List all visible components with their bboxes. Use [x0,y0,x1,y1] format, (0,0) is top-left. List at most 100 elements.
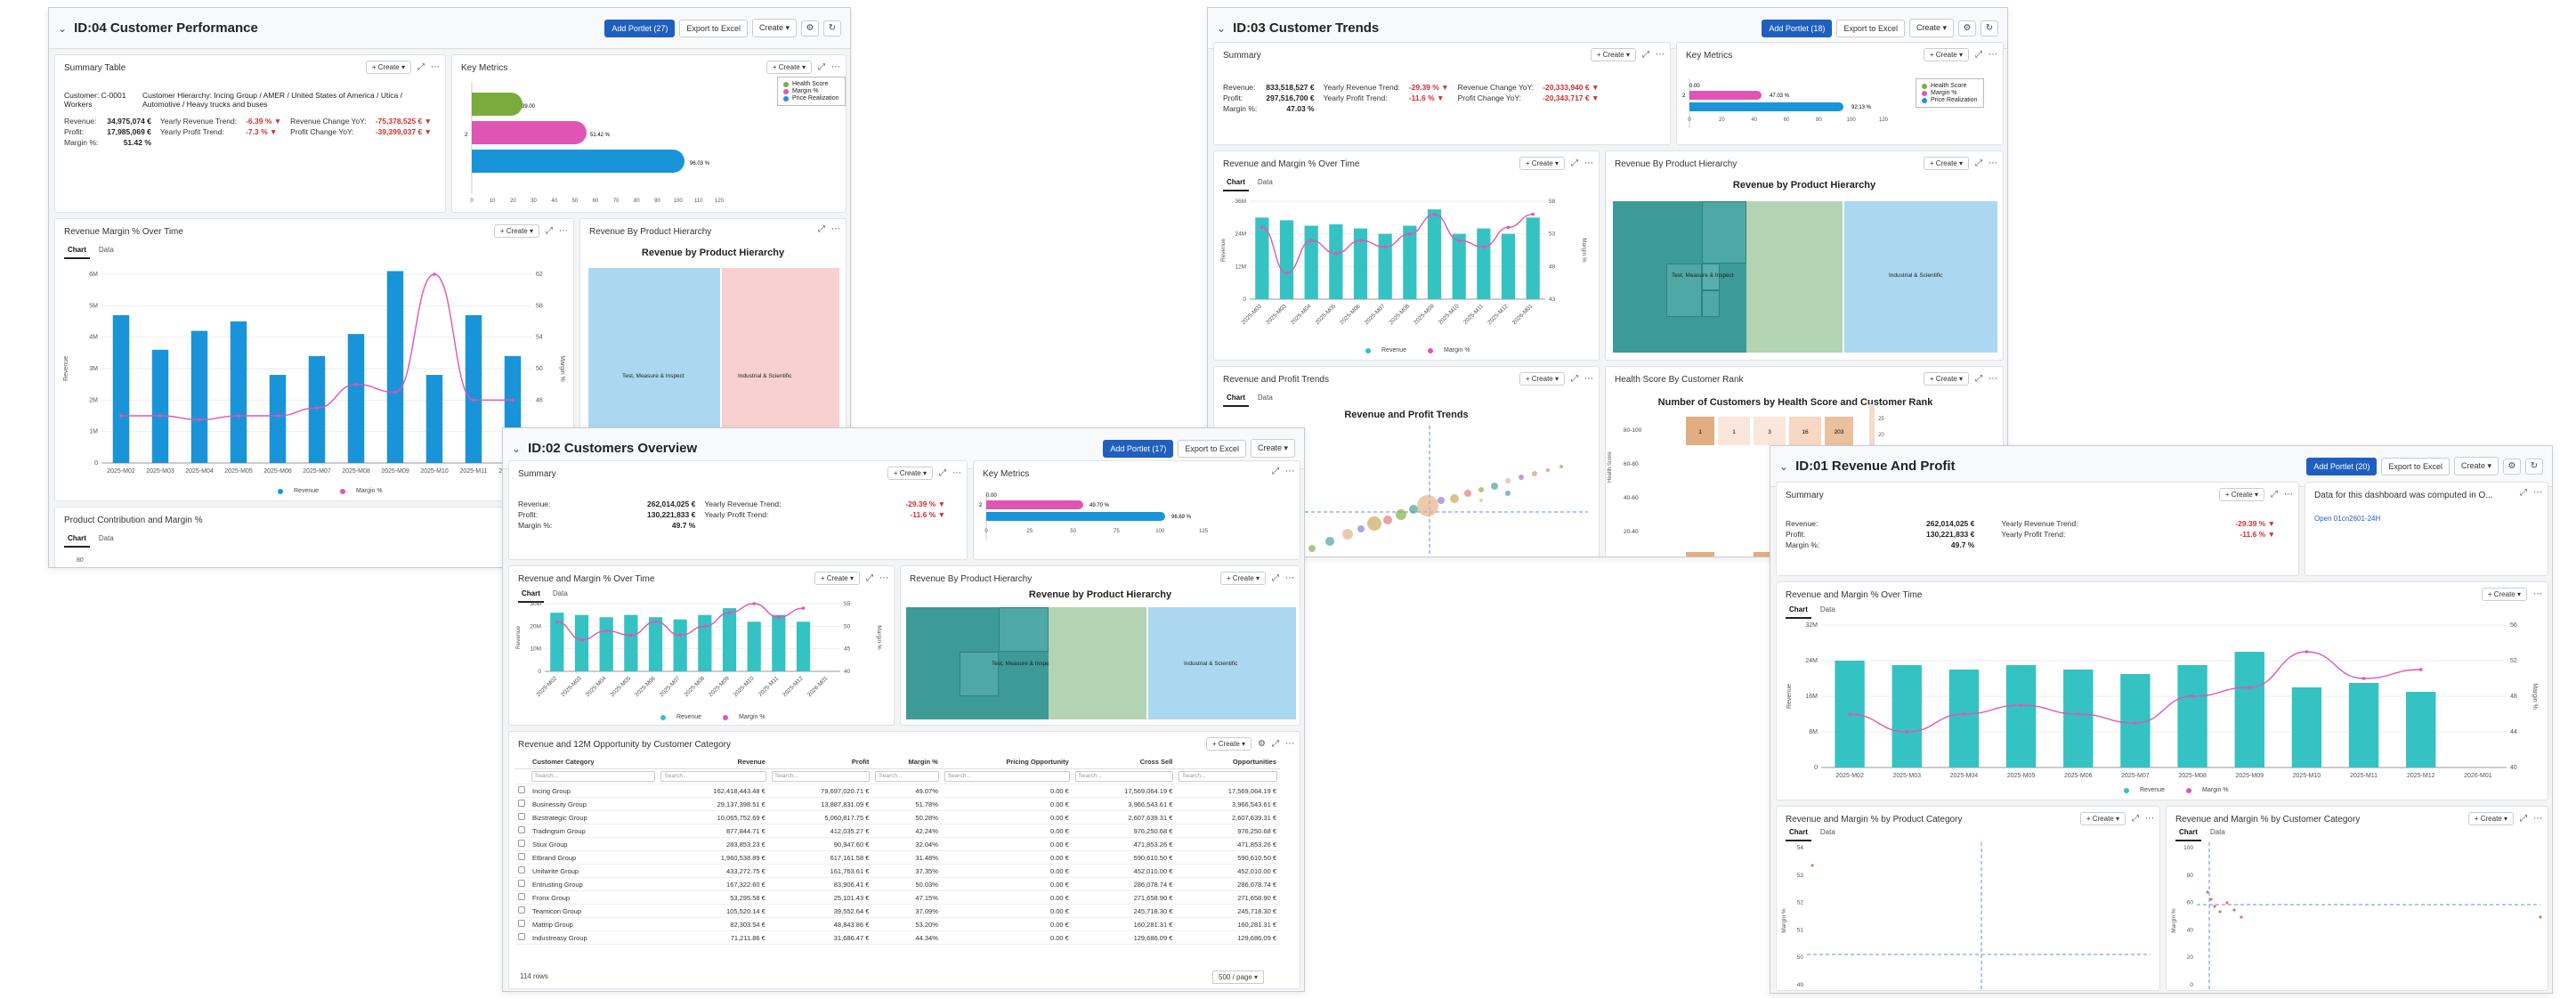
refresh-icon[interactable]: ↻ [1981,20,1998,37]
search-input[interactable]: Search... [1074,771,1174,782]
table-row[interactable]: Fronx Group 53,295.58 €25,101.43 €47.15% 0… [514,890,1280,905]
treemap-block[interactable]: Industrial & Scientific [1844,201,1997,353]
create-dropdown[interactable]: + Create ▾ [814,572,860,585]
more-icon[interactable]: ⋯ [431,62,440,72]
tab-chart[interactable]: Chart [64,532,90,548]
more-icon[interactable]: ⋯ [1656,50,1665,60]
collapse-icon[interactable]: ⌄ [1217,21,1227,35]
create-dropdown[interactable]: + Create ▾ [1923,48,1969,61]
table-row[interactable]: Stiux Group 283,853.23 €90,947.60 €32.04%… [514,837,1280,851]
refresh-icon[interactable]: ↻ [823,20,841,37]
row-checkbox[interactable] [518,813,525,820]
table-row[interactable]: Unitwrite Group 433,272.75 €161,763.61 €3… [514,864,1280,878]
row-checkbox[interactable] [518,853,525,860]
refresh-icon[interactable]: ↻ [2525,458,2543,475]
column-header[interactable]: Profit [768,755,873,769]
export-excel-button[interactable]: Export to Excel [1178,439,1246,458]
expand-icon[interactable]: ⤢ [2132,814,2139,824]
table-row[interactable]: Tradingsim Group 877,844.71 €412,035.27 €… [514,824,1280,838]
expand-icon[interactable]: ⤢ [1975,50,1982,60]
more-icon[interactable]: ⋯ [1989,158,1997,168]
table-row[interactable]: Etbrand Group 1,960,538.89 €617,161.58 €3… [514,850,1280,865]
more-icon[interactable]: ⋯ [1584,158,1593,168]
treemap-block[interactable]: Test, Measure & Inspect [906,607,1054,719]
tab-chart[interactable]: Chart [518,588,544,603]
expand-icon[interactable]: ⤢ [1642,50,1649,60]
create-dropdown[interactable]: + Create ▾ [1205,737,1252,751]
search-input[interactable]: Search... [875,771,939,782]
tab-data[interactable]: Data [2209,828,2225,836]
tab-data[interactable]: Data [98,534,114,542]
column-header[interactable]: Margin % [872,755,942,769]
more-icon[interactable]: ⋯ [831,62,840,72]
treemap-block[interactable]: Test, Measure & Inspect [1613,201,1746,353]
tab-chart[interactable]: Chart [64,244,90,259]
table-row[interactable]: Businessity Group 29,137,398.51 €13,887,8… [514,797,1280,811]
table-row[interactable]: Entrusting Group 167,322.60 €83,906.41 €5… [514,877,1280,891]
expand-icon[interactable]: ⤢ [1571,158,1578,168]
more-icon[interactable]: ⋯ [2533,814,2542,824]
tab-data[interactable]: Data [1257,178,1273,186]
create-dropdown[interactable]: + Create ▾ [887,467,933,480]
expand-icon[interactable]: ⤢ [1975,374,1982,384]
row-checkbox[interactable] [518,880,525,887]
expand-icon[interactable]: ⤢ [1272,573,1279,583]
more-icon[interactable]: ⋯ [1584,374,1593,384]
tab-chart[interactable]: Chart [1223,176,1249,191]
create-dropdown[interactable]: + Create ▾ [1590,48,1636,61]
treemap-block[interactable] [1746,201,1843,353]
export-excel-button[interactable]: Export to Excel [1836,19,1905,37]
expand-icon[interactable]: ⤢ [818,62,825,72]
collapse-icon[interactable]: ⌄ [1779,459,1789,473]
create-button[interactable]: Create ▾ [1908,19,1954,37]
create-dropdown[interactable]: + Create ▾ [493,224,539,238]
create-dropdown[interactable]: + Create ▾ [2467,812,2514,825]
add-portlet-button[interactable]: Add Portlet (20) [2306,457,2378,475]
more-icon[interactable]: ⋯ [1285,467,1294,476]
tab-data[interactable]: Data [1819,605,1835,613]
expand-icon[interactable]: ⤢ [1571,374,1578,384]
create-button[interactable]: Create ▾ [2453,457,2499,475]
tab-chart[interactable]: Chart [1786,826,1811,841]
treemap-block[interactable] [1049,607,1146,719]
more-icon[interactable]: ⋯ [952,468,961,478]
tab-chart[interactable]: Chart [2175,826,2201,841]
collapse-icon[interactable]: ⌄ [512,442,522,455]
more-icon[interactable]: ⋯ [1285,573,1294,583]
settings-icon[interactable]: ⚙ [2503,458,2521,475]
create-dropdown[interactable]: + Create ▾ [1923,372,1969,386]
create-dropdown[interactable]: + Create ▾ [2218,488,2264,501]
create-dropdown[interactable]: + Create ▾ [766,61,812,74]
table-row[interactable]: Incing Group 162,418,443.48 €79,697,020.7… [514,784,1280,798]
more-icon[interactable]: ⋯ [559,226,568,236]
row-checkbox[interactable] [518,893,525,900]
column-header[interactable]: Pricing Opportunity [941,755,1073,769]
add-portlet-button[interactable]: Add Portlet (17) [1103,439,1174,458]
create-dropdown[interactable]: + Create ▾ [1219,572,1266,585]
more-icon[interactable]: ⋯ [2533,488,2542,498]
tab-chart[interactable]: Chart [1223,392,1249,407]
row-checkbox[interactable] [518,866,525,873]
table-row[interactable]: Industreasy Group 71,211.86 €31,686.47 €4… [514,930,1280,945]
row-checkbox[interactable] [518,906,525,914]
create-dropdown[interactable]: + Create ▾ [2079,812,2126,825]
more-icon[interactable]: ⋯ [831,224,840,234]
column-header[interactable]: Customer Category [529,755,659,769]
row-checkbox[interactable] [518,920,525,927]
tab-chart[interactable]: Chart [1786,604,1811,619]
column-header[interactable]: Revenue [658,755,769,769]
tab-data[interactable]: Data [552,589,568,597]
search-input[interactable]: Search... [660,771,766,782]
search-input[interactable]: Search... [944,771,1070,782]
more-icon[interactable]: ⋯ [879,573,888,583]
row-checkbox[interactable] [518,933,525,940]
more-icon[interactable]: ⋯ [2533,589,2542,599]
row-checkbox[interactable] [518,800,525,807]
expand-icon[interactable]: ⤢ [417,62,425,72]
expand-icon[interactable]: ⤢ [1975,158,1982,168]
settings-icon[interactable]: ⚙ [801,20,819,37]
create-dropdown[interactable]: + Create ▾ [1923,157,1969,170]
settings-icon[interactable]: ⚙ [1258,739,1266,749]
more-icon[interactable]: ⋯ [2145,814,2154,824]
expand-icon[interactable]: ⤢ [1272,739,1279,749]
